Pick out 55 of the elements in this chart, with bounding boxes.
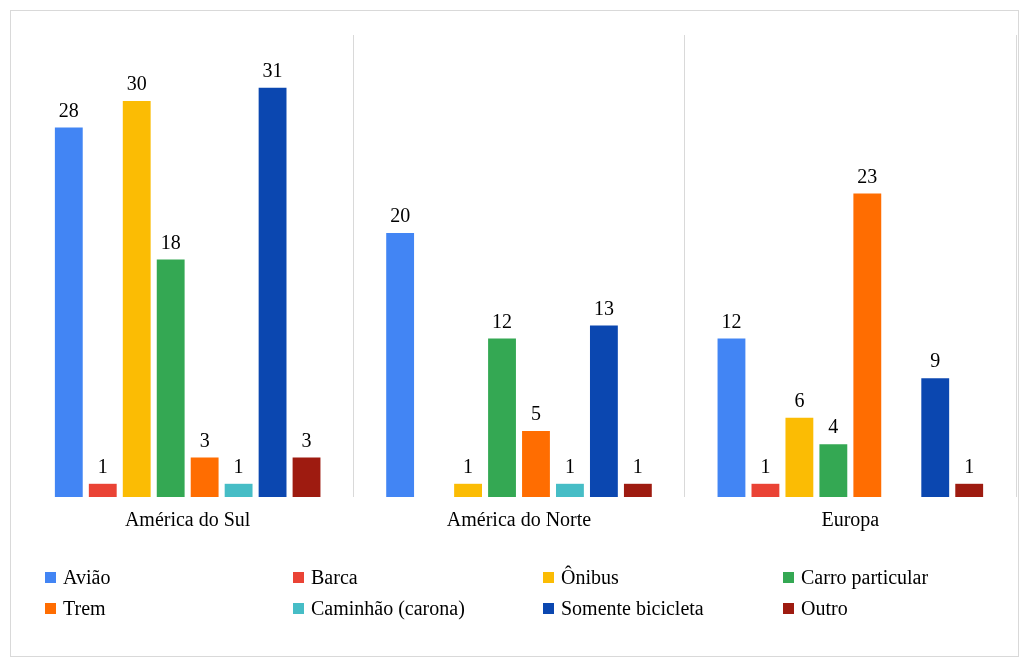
legend-label: Trem: [63, 597, 106, 620]
bar: [556, 483, 584, 497]
data-label: 9: [930, 349, 941, 372]
x-tick-label: Europa: [821, 508, 880, 532]
bar: [122, 101, 151, 497]
x-tick-label: América do Sul: [124, 508, 251, 531]
bar: [386, 233, 415, 497]
data-label: 4: [828, 415, 839, 438]
legend-label: Somente bicicleta: [561, 597, 704, 620]
bar: [190, 457, 219, 497]
bar: [258, 87, 287, 497]
bar: [717, 338, 746, 497]
bar: [751, 483, 780, 497]
bar: [589, 325, 618, 497]
data-label: 31: [262, 59, 283, 82]
data-label: 1: [233, 455, 244, 478]
data-label: 3: [199, 428, 210, 451]
bar: [488, 338, 516, 497]
data-label: 1: [564, 455, 575, 478]
data-label: 3: [301, 428, 312, 451]
data-label: 28: [58, 98, 79, 121]
data-label: 23: [857, 164, 878, 187]
data-label: 1: [964, 455, 975, 478]
bar: [292, 457, 321, 497]
legend-label: Carro particular: [801, 566, 929, 589]
x-tick-label: América do Norte: [446, 508, 592, 531]
data-label: 12: [492, 309, 513, 332]
bar: [921, 378, 950, 497]
data-label: 18: [160, 230, 181, 253]
data-label: 1: [463, 455, 474, 478]
bar: [819, 444, 848, 497]
data-label: 13: [593, 296, 614, 319]
bar: [224, 483, 253, 497]
data-label: 1: [760, 455, 771, 478]
bar: [54, 127, 83, 497]
data-label: 6: [794, 389, 805, 412]
bar: [522, 431, 550, 497]
bar: [454, 483, 482, 497]
data-label: 1: [97, 455, 108, 478]
data-label: 20: [390, 204, 411, 227]
bar: [955, 483, 984, 497]
data-label: 5: [530, 402, 541, 425]
bar: [156, 259, 185, 497]
legend-label: Caminhão (carona): [311, 597, 465, 620]
data-label: 12: [721, 309, 742, 332]
bar: [785, 417, 814, 497]
data-label: 1: [632, 455, 643, 478]
legend-label: Ônibus: [561, 566, 619, 589]
legend-label: Outro: [801, 597, 848, 620]
bar: [623, 483, 652, 497]
bar: [88, 483, 117, 497]
legend-label: Barca: [311, 566, 358, 589]
legend-label: Avião: [63, 566, 111, 589]
data-label: 30: [126, 72, 147, 95]
bar: [853, 193, 882, 497]
